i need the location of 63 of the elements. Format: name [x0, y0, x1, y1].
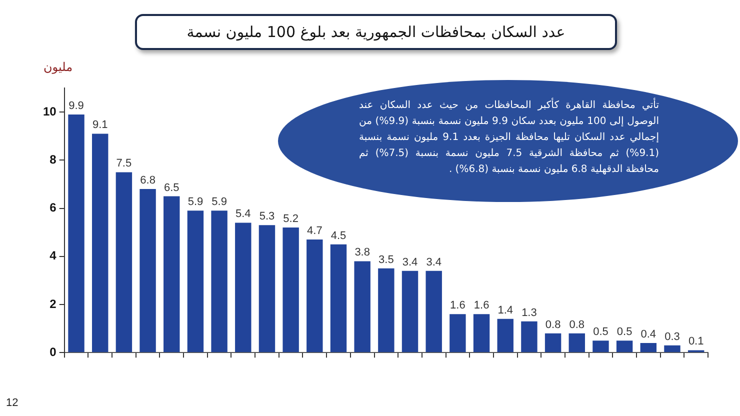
bar	[473, 314, 490, 352]
bar	[568, 333, 585, 352]
bar	[354, 261, 370, 352]
y-tick-label: 6	[50, 200, 57, 215]
bar	[187, 210, 204, 352]
data-label: 1.3	[522, 306, 537, 319]
bar	[497, 318, 514, 352]
data-label: 1.4	[498, 304, 514, 316]
data-label: 9.1	[92, 119, 108, 132]
bar	[68, 114, 84, 352]
data-label: 6.8	[140, 174, 156, 187]
bar	[378, 268, 394, 352]
y-tick-label: 10	[42, 104, 57, 118]
annotation: تأتي محافظة القاهرة كأكبر المحافظات من حيث عدد السكان عند الوصول إلى 100 مليون بعدد سكان 9.9 مليون نسمة بنسبة (9.9%) من إجمالي عدد السكان تليها محافظة الجيزة بعدد 9.1 مليون نسمة بنسبة (9.1%) ثم محافظة الشرقية 7.5 مليون نسمة بنسبة (7.5%) ثم محافظة الدقهلية 6.8 مليون نسمة بنسبة (6.8%) .	[359, 100, 659, 175]
y-tick-label: 8	[50, 152, 57, 166]
data-label: 0.8	[545, 318, 561, 331]
bar	[92, 134, 108, 352]
bar	[616, 340, 633, 352]
data-label: 0.8	[569, 318, 585, 331]
bar	[402, 270, 418, 352]
bar	[640, 342, 657, 352]
y-tick-label: 2	[50, 296, 57, 311]
bar	[592, 340, 609, 352]
y-tick-label: 4	[50, 248, 57, 263]
data-label: 9.9	[68, 100, 84, 112]
data-label: 0.4	[640, 328, 656, 341]
y-axis-title: مليون	[43, 60, 73, 74]
data-label: 3.8	[354, 246, 370, 259]
bar	[282, 228, 299, 352]
bar	[164, 196, 180, 352]
data-label: 5.4	[235, 208, 251, 220]
data-label: 0.5	[593, 326, 608, 338]
data-label: 0.3	[664, 330, 680, 343]
data-label: 4.7	[307, 225, 322, 238]
data-label: 5.9	[212, 196, 227, 208]
data-label: 1.6	[474, 300, 490, 312]
data-label: 4.5	[330, 230, 346, 242]
bar	[521, 321, 538, 352]
bar	[140, 189, 156, 352]
bar	[116, 172, 132, 352]
data-label: 5.2	[283, 213, 298, 226]
bar	[258, 225, 276, 352]
bar	[426, 270, 442, 352]
bar	[450, 314, 466, 352]
bar	[664, 345, 680, 352]
data-label: 5.9	[188, 196, 204, 208]
text: 12	[6, 397, 18, 409]
bar	[211, 210, 228, 352]
bar	[330, 244, 347, 352]
data-label: 7.5	[116, 158, 132, 170]
y-tick-label: 0	[50, 344, 57, 359]
data-label: 3.4	[402, 256, 418, 268]
data-label: 1.6	[450, 300, 466, 312]
data-label: 3.5	[378, 254, 394, 266]
data-label: 5.3	[259, 210, 275, 223]
chart-title: عدد السكان بمحافظات الجمهورية بعد بلوغ 100 مليون نسمة	[186, 23, 566, 41]
bar	[544, 333, 562, 352]
data-label: 0.1	[688, 336, 704, 348]
bar	[306, 240, 323, 352]
bar	[235, 222, 252, 352]
data-label: 0.5	[616, 326, 632, 338]
data-label: 6.5	[164, 182, 180, 194]
data-label: 3.4	[426, 256, 442, 268]
